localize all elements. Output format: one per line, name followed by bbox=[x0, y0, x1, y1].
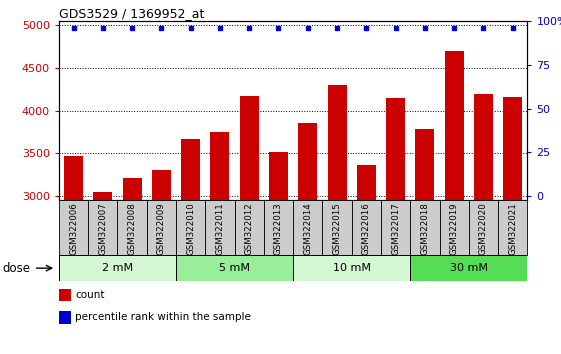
Bar bbox=[498, 200, 527, 255]
Bar bbox=[123, 178, 141, 354]
Text: dose: dose bbox=[3, 262, 31, 275]
Bar bbox=[323, 200, 352, 255]
Bar bbox=[176, 200, 205, 255]
Bar bbox=[59, 311, 71, 324]
Bar bbox=[181, 139, 200, 354]
Bar bbox=[64, 156, 83, 354]
Bar bbox=[93, 192, 112, 354]
Bar bbox=[210, 132, 229, 354]
Bar bbox=[293, 200, 323, 255]
Text: GSM322017: GSM322017 bbox=[391, 202, 400, 255]
Bar bbox=[88, 200, 117, 255]
Text: 2 mM: 2 mM bbox=[102, 263, 133, 273]
Text: GSM322009: GSM322009 bbox=[157, 202, 166, 255]
Bar bbox=[410, 255, 527, 281]
Text: percentile rank within the sample: percentile rank within the sample bbox=[75, 312, 251, 322]
Bar bbox=[147, 200, 176, 255]
Bar bbox=[59, 255, 176, 281]
Bar bbox=[439, 200, 469, 255]
Bar bbox=[503, 97, 522, 354]
Bar bbox=[469, 200, 498, 255]
Text: 10 mM: 10 mM bbox=[333, 263, 371, 273]
Bar bbox=[298, 124, 318, 354]
Text: 30 mM: 30 mM bbox=[450, 263, 488, 273]
Text: GSM322021: GSM322021 bbox=[508, 202, 517, 255]
Bar bbox=[410, 200, 439, 255]
Text: GSM322011: GSM322011 bbox=[215, 202, 224, 255]
Bar bbox=[352, 200, 381, 255]
Bar bbox=[59, 200, 88, 255]
Text: GSM322015: GSM322015 bbox=[333, 202, 342, 255]
Text: count: count bbox=[75, 290, 105, 300]
Bar bbox=[240, 96, 259, 354]
Bar bbox=[381, 200, 410, 255]
Text: GSM322013: GSM322013 bbox=[274, 202, 283, 255]
Bar bbox=[176, 255, 293, 281]
Text: 5 mM: 5 mM bbox=[219, 263, 250, 273]
Bar bbox=[152, 170, 171, 354]
Text: GSM322020: GSM322020 bbox=[479, 202, 488, 255]
Bar bbox=[264, 200, 293, 255]
Text: GSM322012: GSM322012 bbox=[245, 202, 254, 255]
Bar bbox=[415, 129, 434, 354]
Text: GSM322018: GSM322018 bbox=[420, 202, 429, 255]
Text: GSM322008: GSM322008 bbox=[127, 202, 136, 255]
Bar bbox=[445, 51, 463, 354]
Bar bbox=[328, 85, 347, 354]
Text: GSM322006: GSM322006 bbox=[69, 202, 78, 255]
Bar bbox=[59, 289, 71, 301]
Bar bbox=[293, 255, 410, 281]
Bar bbox=[117, 200, 147, 255]
Bar bbox=[357, 165, 376, 354]
Bar bbox=[386, 98, 405, 354]
Bar bbox=[234, 200, 264, 255]
Text: GSM322010: GSM322010 bbox=[186, 202, 195, 255]
Text: GSM322014: GSM322014 bbox=[304, 202, 312, 255]
Text: GSM322007: GSM322007 bbox=[98, 202, 107, 255]
Text: GSM322016: GSM322016 bbox=[362, 202, 371, 255]
Bar bbox=[474, 93, 493, 354]
Text: GSM322019: GSM322019 bbox=[450, 202, 459, 255]
Bar bbox=[269, 152, 288, 354]
Text: GDS3529 / 1369952_at: GDS3529 / 1369952_at bbox=[59, 7, 204, 20]
Bar bbox=[205, 200, 234, 255]
